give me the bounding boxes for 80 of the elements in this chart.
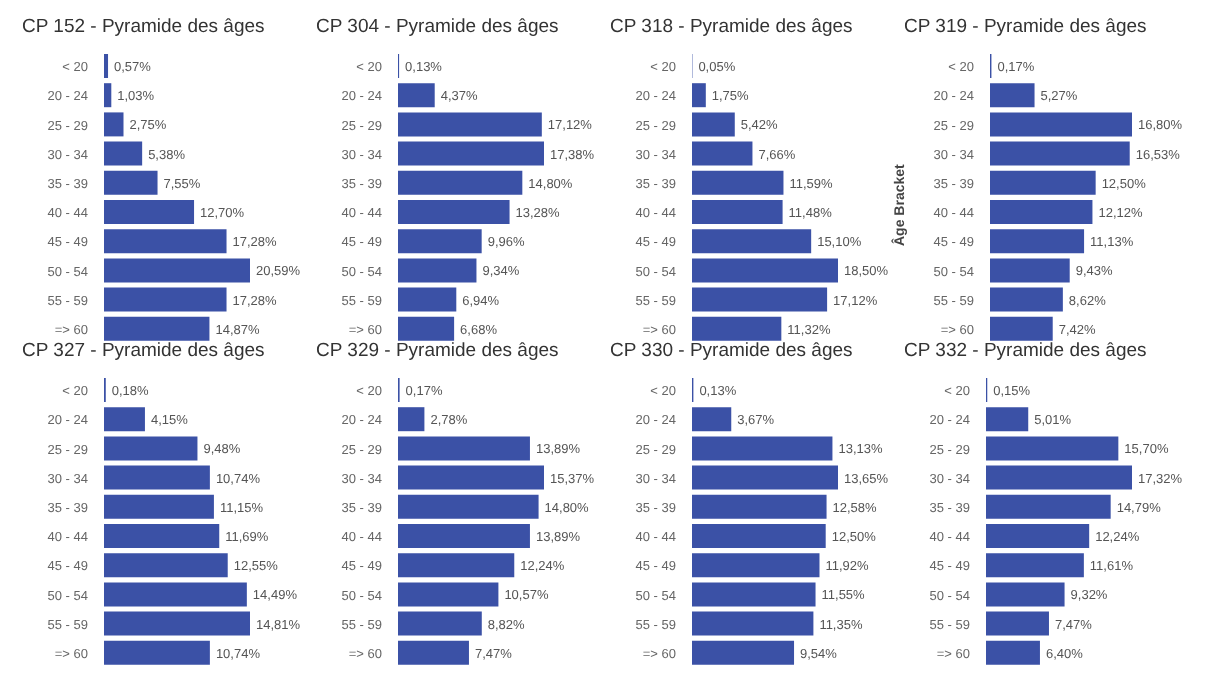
bar: [398, 524, 530, 548]
bar: [104, 407, 145, 432]
chart-title: CP 327 - Pyramide des âges: [20, 340, 267, 366]
bar: [398, 287, 457, 312]
bar: [398, 316, 455, 341]
bar: [398, 112, 542, 137]
bar: [990, 141, 1130, 166]
bar: [398, 640, 469, 665]
bar: [104, 494, 214, 519]
bar: [990, 200, 1093, 224]
bar: [692, 258, 838, 283]
bar: [692, 611, 814, 636]
bar: [990, 258, 1070, 283]
chart-title: CP 318 - Pyramide des âges: [608, 16, 855, 42]
bar: [990, 112, 1132, 137]
bar: [398, 141, 544, 166]
bar: [990, 316, 1053, 341]
bar: [104, 611, 250, 636]
bar: [398, 582, 499, 607]
bar: [104, 141, 143, 166]
bar: [692, 83, 706, 108]
bar: [692, 170, 784, 195]
bar: [692, 494, 827, 519]
bar: [990, 83, 1035, 108]
chart-title: CP 319 - Pyramide des âges: [902, 16, 1149, 42]
bar: [986, 494, 1111, 519]
bar: [692, 112, 735, 137]
bar: [692, 582, 816, 607]
bar: [104, 258, 250, 283]
bar: [104, 553, 228, 578]
bar: [398, 170, 523, 195]
bar: [692, 200, 783, 224]
bar: [398, 436, 530, 461]
bar: [398, 200, 510, 224]
bar: [692, 465, 838, 490]
chart-title: CP 304 - Pyramide des âges: [314, 16, 561, 42]
bar: [986, 465, 1132, 490]
bar: [692, 287, 828, 312]
bar: [692, 407, 732, 432]
bar: [986, 640, 1040, 665]
bar: [398, 83, 435, 108]
bar: [104, 524, 220, 548]
chart-title: CP 332 - Pyramide des âges: [902, 340, 1149, 366]
bar: [692, 436, 833, 461]
bar: [398, 611, 482, 636]
bar: [104, 83, 112, 108]
bar: [104, 316, 210, 341]
chart-title: CP 330 - Pyramide des âges: [608, 340, 855, 366]
bar: [986, 436, 1119, 461]
bar: [398, 407, 425, 432]
bar: [692, 524, 826, 548]
bar: [986, 553, 1084, 578]
bar: [986, 611, 1049, 636]
bar: [104, 465, 210, 490]
bar: [398, 494, 539, 519]
bar: [398, 258, 477, 283]
bar: [398, 465, 544, 490]
bar: [104, 582, 247, 607]
bar: [990, 229, 1085, 254]
bar: [104, 287, 227, 312]
bar: [104, 229, 227, 254]
bar: [990, 287, 1063, 312]
bar: [990, 170, 1096, 195]
bar: [692, 316, 782, 341]
bar: [104, 170, 158, 195]
bar: [398, 553, 515, 578]
bar: [692, 640, 795, 665]
bar: [104, 640, 210, 665]
bar: [692, 553, 820, 578]
bar: [692, 141, 753, 166]
bar: [986, 407, 1029, 432]
bar: [692, 229, 812, 254]
bar: [986, 524, 1090, 548]
bar: [104, 436, 198, 461]
bar: [986, 582, 1065, 607]
chart-title: CP 329 - Pyramide des âges: [314, 340, 561, 366]
bar: [104, 200, 195, 224]
bar: [104, 112, 124, 137]
chart-title: CP 152 - Pyramide des âges: [20, 16, 267, 42]
bar: [398, 229, 482, 254]
